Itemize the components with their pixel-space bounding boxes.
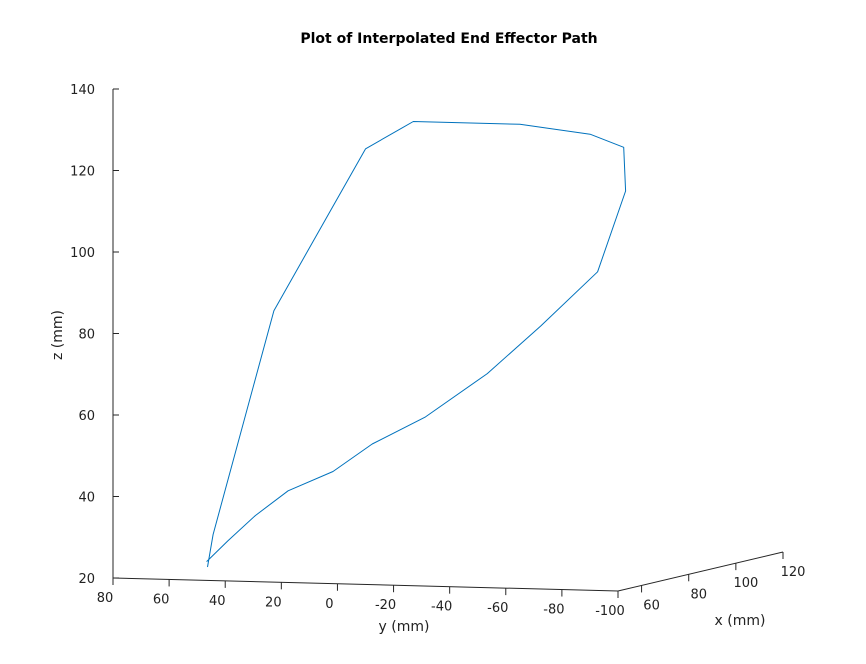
- y-tick-label: 40: [209, 594, 226, 609]
- y-tick-label: 80: [97, 591, 114, 606]
- z-tick-label: 140: [70, 83, 95, 98]
- x-tick-label: 100: [733, 576, 758, 591]
- y-tick-label: -20: [375, 598, 396, 613]
- y-axis-line: [112, 577, 619, 592]
- chart-title: Plot of Interpolated End Effector Path: [300, 31, 597, 47]
- y-axis-label: y (mm): [379, 619, 430, 635]
- y-tick-label: -60: [487, 601, 508, 616]
- axes: 20 40 60 80 100 120 140 80 60 40 20 0 -20 -40 -60 -80 -1…: [70, 83, 805, 619]
- y-tick-label: 60: [153, 592, 170, 607]
- x-axis-label: x (mm): [715, 613, 766, 629]
- y-tick-label: 0: [325, 597, 333, 612]
- x-tick-label: 80: [690, 587, 707, 602]
- z-tick-label: 80: [78, 328, 95, 343]
- z-tick-label: 20: [78, 572, 95, 587]
- z-tick-label: 60: [78, 409, 95, 424]
- y-tick-label: -80: [543, 603, 564, 618]
- z-axis-label: z (mm): [50, 310, 66, 360]
- z-tick-label: 100: [70, 246, 95, 261]
- z-tick-label: 40: [78, 491, 95, 506]
- y-tick-label: -40: [431, 600, 452, 615]
- x-tick-label: 60: [643, 598, 660, 613]
- series-line-1: [206, 121, 627, 568]
- y-tick-label: -100: [595, 604, 625, 619]
- series-layer: [206, 121, 627, 568]
- z-tick-label: 120: [70, 165, 95, 180]
- x-axis-line: [617, 551, 784, 592]
- y-tick-label: 20: [265, 595, 282, 610]
- x-tick-label: 120: [781, 565, 806, 580]
